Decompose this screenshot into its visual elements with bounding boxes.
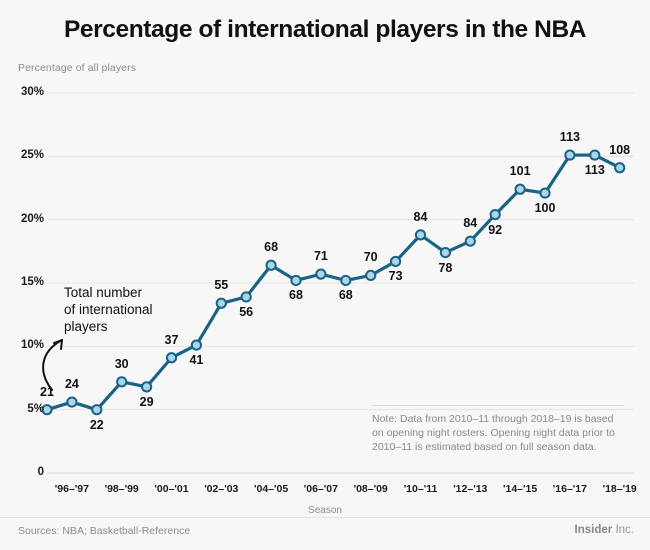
x-tick-label: '96–'97 (54, 483, 89, 495)
data-point-marker (414, 229, 427, 241)
x-tick-label: '00–'01 (154, 483, 189, 495)
data-point-marker (141, 381, 153, 393)
data-point-marker (91, 404, 103, 416)
annotation-arrow-head (53, 339, 63, 350)
data-point-marker (265, 259, 277, 271)
data-point-marker (66, 396, 78, 408)
note-divider (372, 405, 624, 406)
data-point-label: 68 (338, 288, 353, 303)
data-point-label: 108 (609, 142, 631, 157)
y-tick-label: 30% (20, 86, 44, 98)
x-tick-label: '12–'13 (453, 483, 488, 495)
data-point-label: 71 (313, 249, 328, 264)
brand-name: Insider (574, 524, 613, 536)
data-point-label: 73 (388, 269, 403, 284)
data-point-label: 101 (509, 164, 531, 179)
data-point-label: 56 (239, 304, 254, 319)
data-point-marker (215, 297, 227, 309)
data-point-marker (41, 404, 53, 416)
x-tick-label: '16–'17 (552, 483, 587, 495)
data-point-label: 78 (438, 260, 453, 275)
annotation-arrow-curve (42, 339, 63, 391)
annotation-total-players: Total number of international players (64, 285, 153, 334)
data-point-marker (489, 209, 501, 221)
data-point-label: 29 (139, 394, 154, 409)
footer-sources: Sources: NBA; Basketball-Reference (18, 525, 191, 537)
data-point-marker (240, 291, 252, 303)
data-point-label: 55 (214, 278, 229, 293)
y-tick-label: 10% (20, 339, 44, 352)
data-point-marker (165, 352, 178, 364)
chart-note: Note: Data from 2010–11 through 2018–19 … (372, 413, 615, 454)
x-tick-label: '06–'07 (303, 483, 338, 495)
x-tick-label: '98–'99 (104, 483, 139, 495)
y-tick-label: 0 (37, 466, 44, 478)
data-point-label: 113 (584, 163, 605, 178)
data-point-marker (190, 339, 202, 351)
data-point-label: 22 (89, 417, 104, 432)
data-point-marker (390, 255, 402, 268)
y-tick-label: 20% (20, 212, 44, 225)
y-axis-caption: Percentage of all players (18, 62, 137, 74)
x-tick-label: '10–'11 (403, 483, 438, 495)
data-point-label: 24 (64, 377, 79, 392)
data-point-marker (116, 376, 128, 388)
data-point-marker (340, 274, 352, 287)
data-point-marker (464, 235, 476, 247)
x-tick-label: '02–'03 (204, 483, 239, 495)
data-point-marker (315, 268, 327, 280)
data-point-label: 113 (559, 130, 580, 145)
data-point-marker (539, 187, 551, 199)
brand-suffix: Inc. (612, 524, 634, 536)
data-point-label: 41 (189, 353, 204, 368)
x-tick-label: '14–'15 (502, 483, 538, 495)
x-tick-label: '04–'05 (253, 483, 289, 495)
data-point-marker (514, 183, 526, 195)
footer-divider (0, 517, 650, 518)
y-tick-label: 25% (20, 149, 44, 162)
data-point-label: 70 (363, 250, 378, 265)
data-point-marker (614, 162, 626, 174)
data-point-label: 84 (463, 216, 478, 231)
x-tick-label: '18–'19 (602, 483, 637, 495)
data-point-marker (589, 149, 601, 161)
data-point-label: 37 (164, 332, 179, 347)
data-point-marker (564, 149, 576, 161)
y-tick-label: 5% (27, 402, 44, 415)
data-point-label: 100 (534, 201, 556, 216)
data-point-label: 21 (40, 384, 54, 399)
x-axis-caption: Season (308, 505, 342, 516)
y-tick-label: 15% (20, 276, 44, 288)
data-point-label: 68 (264, 240, 279, 255)
data-point-label: 30 (114, 356, 129, 371)
data-point-label: 68 (289, 288, 303, 303)
data-point-label: 84 (413, 209, 428, 224)
series-line (45, 153, 622, 412)
footer-brand: Insider Inc. (575, 524, 634, 536)
page-title: Percentage of international players in t… (63, 16, 587, 43)
x-tick-label: '08–'09 (353, 483, 388, 495)
data-point-marker (290, 274, 302, 287)
data-point-marker (365, 269, 377, 281)
data-point-marker (439, 247, 451, 259)
data-point-label: 92 (488, 222, 503, 237)
